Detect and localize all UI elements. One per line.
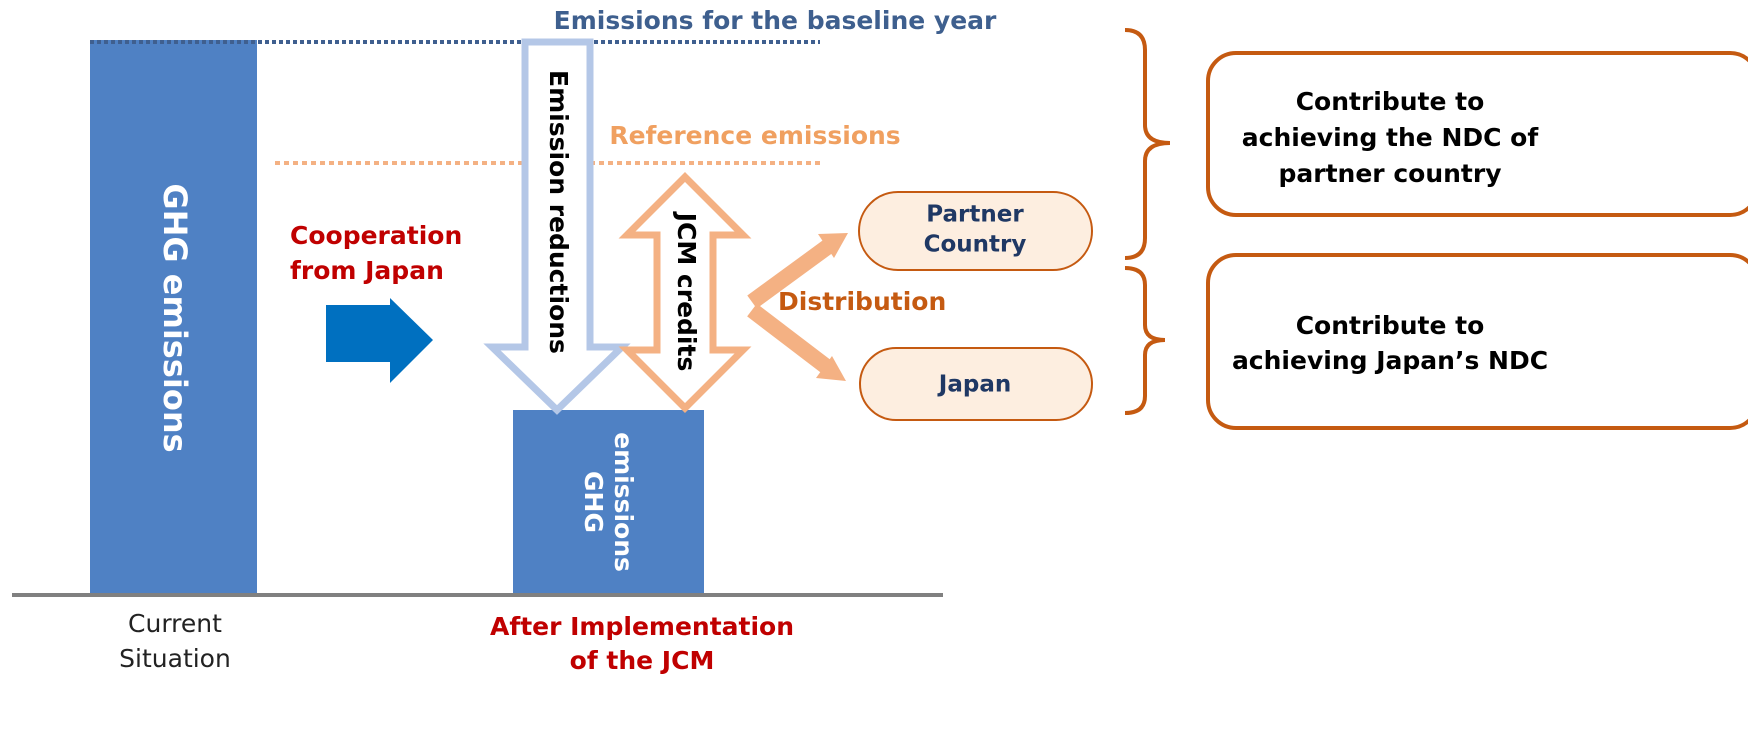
after-bar-label: emissions [609,432,638,572]
x-label: of the JCM [570,646,715,675]
x-label: Situation [119,644,231,673]
after-bar-label: GHG [579,471,608,533]
current-bar [90,40,257,595]
x-label: Current [128,609,222,638]
contribution-label: achieving Japan’s NDC [1232,346,1548,375]
recipient-pill [858,191,1093,271]
cooperation-label: Cooperation [290,221,462,250]
brace [1124,28,1171,260]
recipient-pill [859,347,1093,421]
reductions-label: Emission reductions [544,70,573,354]
contribution-label: Contribute to [1296,87,1485,116]
current-bar-label: GHG emissions [156,183,194,452]
x-label: After Implementation [490,612,794,641]
distribution-arrow-head [816,356,846,381]
cooperation-arrow [326,298,433,383]
baseline-label: Emissions for the baseline year [554,6,997,35]
distribution-arrow [747,238,835,309]
distribution-arrow-head [818,233,848,258]
reductions-arrow [483,38,631,415]
contribution-box [1206,253,1748,430]
cooperation-label: from Japan [290,256,444,285]
credits-label: JCM credits [672,211,701,372]
after-bar [513,410,704,595]
contribution-label: achieving the NDC of [1242,123,1540,152]
recipient-label: Partner [926,202,1024,228]
credits-arrow [618,172,752,413]
reference-label: Reference emissions [609,121,900,150]
brace [1124,266,1166,415]
recipient-label: Country [924,232,1027,258]
contribution-label: Contribute to [1296,311,1485,340]
contribution-box [1206,51,1748,217]
distribution-arrow [747,303,833,375]
contribution-label: partner country [1279,159,1502,188]
recipient-label: Japan [937,372,1011,398]
distribution-label: Distribution [778,287,946,316]
